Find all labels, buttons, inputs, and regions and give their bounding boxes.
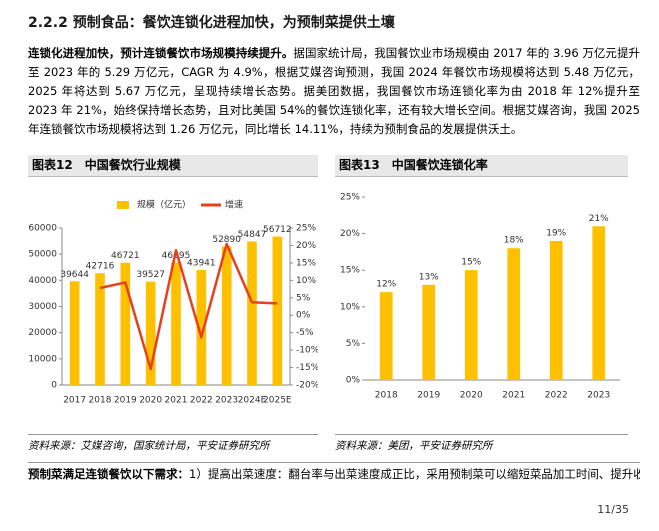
- legend-label: 规模（亿元）: [137, 199, 191, 211]
- bar: [69, 281, 80, 385]
- paragraph: 预制菜满足连锁餐饮以下需求：1）提高出菜速度：翻台率与出菜速度成正比，采用预制菜…: [28, 462, 640, 482]
- figure-caption: 中国餐饮连锁化率: [391, 158, 488, 172]
- bar: [221, 246, 232, 385]
- y2-tick-label: -5%: [296, 328, 314, 338]
- x-tick-label: 2024E: [238, 396, 267, 406]
- x-tick-label: 2019: [417, 391, 440, 401]
- x-tick-label: 2020: [460, 391, 483, 401]
- y-tick-label: 20%: [340, 229, 360, 239]
- x-tick-label: 2019: [114, 396, 137, 406]
- bar: [422, 284, 436, 380]
- bar: [507, 248, 521, 380]
- y2-tick-label: 5%: [296, 293, 311, 303]
- x-tick-label: 2021: [165, 396, 188, 406]
- bar: [464, 270, 478, 380]
- y-tick-label: 10000: [28, 354, 57, 364]
- x-tick-label: 2018: [89, 396, 112, 406]
- figure-label: 图表12: [32, 158, 73, 172]
- y-tick-label: 50000: [28, 250, 57, 260]
- figure-label: 图表13: [339, 158, 380, 172]
- value-label: 42716: [86, 262, 115, 272]
- value-label: 52890: [212, 235, 241, 245]
- x-tick-label: 2022: [190, 396, 213, 406]
- value-label: 18%: [504, 236, 524, 246]
- value-label: 56712: [263, 225, 292, 235]
- x-tick-label: 2022: [545, 391, 568, 401]
- x-tick-label: 2020: [139, 396, 162, 406]
- section-heading: 2.2.2 预制食品：餐饮连锁化进程加快，为预制菜提供土壤: [28, 15, 395, 31]
- y-tick-label: 10%: [340, 302, 360, 312]
- y-tick-label: 5%: [346, 339, 361, 349]
- chart: 0% 5% 10% 15% 20% 25% 2018 2019 2020 2021 2022 2023…: [340, 193, 620, 401]
- body-text: 据国家统计局，我国餐饮业市场规模由 2017 年的 3.96 万亿元提升至 20…: [28, 46, 640, 136]
- bar: [120, 262, 131, 385]
- value-label: 15%: [461, 258, 481, 268]
- figure-source: 资料来源：美团，平安证券研究所: [335, 434, 628, 453]
- figure-header: 图表13 中国餐饮连锁化率: [335, 155, 628, 177]
- lead-text: 预制菜满足连锁餐饮以下需求：: [28, 467, 189, 481]
- line-series: [99, 242, 278, 371]
- figure-source: 资料来源：艾媒咨询，国家统计局，平安证券研究所: [28, 434, 318, 453]
- y-tick-label: 25%: [340, 193, 360, 203]
- page-number: 11/35: [597, 503, 629, 516]
- x-tick-label: 2021: [502, 391, 525, 401]
- value-label: 13%: [419, 272, 439, 282]
- figure-header: 图表12 中国餐饮行业规模: [28, 155, 318, 177]
- bar: [549, 240, 563, 380]
- body-text: 1）提高出菜速度：翻台率与出菜速度成正比，采用预制菜可以缩短菜品加工时间、提升收: [189, 467, 640, 481]
- y2-tick-label: 15%: [296, 258, 316, 268]
- y2-tick-label: 25%: [296, 224, 316, 234]
- y2-tick-label: 20%: [296, 241, 316, 251]
- bar: [379, 292, 393, 380]
- y2-tick-label: -20%: [296, 381, 318, 391]
- value-label: 39644: [60, 270, 89, 280]
- legend-swatch: [117, 201, 129, 209]
- chart: 0 10000 20000 30000 40000 50000 60000 -20% -15% -…: [28, 199, 318, 406]
- y2-tick-label: -10%: [296, 346, 318, 356]
- bar: [171, 262, 181, 385]
- y-tick-label: 30000: [28, 302, 57, 312]
- x-tick-label: 2023: [215, 396, 238, 406]
- y2-tick-label: 0%: [296, 311, 311, 321]
- y-tick-label: 0%: [346, 376, 361, 386]
- y-tick-label: 40000: [28, 276, 57, 286]
- paragraph: 连锁化进程加快，预计连锁餐饮市场规模持续提升。据国家统计局，我国餐饮业市场规模由…: [28, 44, 640, 139]
- bar: [196, 270, 207, 385]
- y2-tick-label: 10%: [296, 276, 316, 286]
- y-tick-label: 60000: [28, 224, 57, 234]
- value-label: 19%: [546, 228, 566, 238]
- value-label: 43941: [187, 259, 216, 269]
- value-label: 21%: [589, 214, 609, 224]
- y2-tick-label: -15%: [296, 363, 318, 373]
- x-tick-label: 2018: [375, 391, 398, 401]
- bar: [592, 226, 606, 380]
- figure-caption: 中国餐饮行业规模: [84, 158, 181, 172]
- value-label: 46721: [111, 251, 140, 261]
- bar: [95, 273, 105, 385]
- y-tick-label: 20000: [28, 328, 57, 338]
- x-tick-label: 2017: [63, 396, 86, 406]
- bar: [145, 281, 156, 385]
- lead-text: 连锁化进程加快，预计连锁餐饮市场规模持续提升。: [28, 46, 294, 60]
- x-tick-label: 2023: [587, 391, 610, 401]
- value-label: 54847: [238, 230, 267, 240]
- x-tick-label: 2025E: [263, 396, 292, 406]
- bar: [247, 241, 257, 385]
- value-label: 39527: [136, 270, 165, 280]
- legend-label: 增速: [225, 199, 243, 211]
- y-tick-label: 15%: [340, 266, 360, 276]
- value-label: 12%: [376, 280, 396, 290]
- y-tick-label: 0: [51, 381, 57, 391]
- bar: [272, 236, 283, 385]
